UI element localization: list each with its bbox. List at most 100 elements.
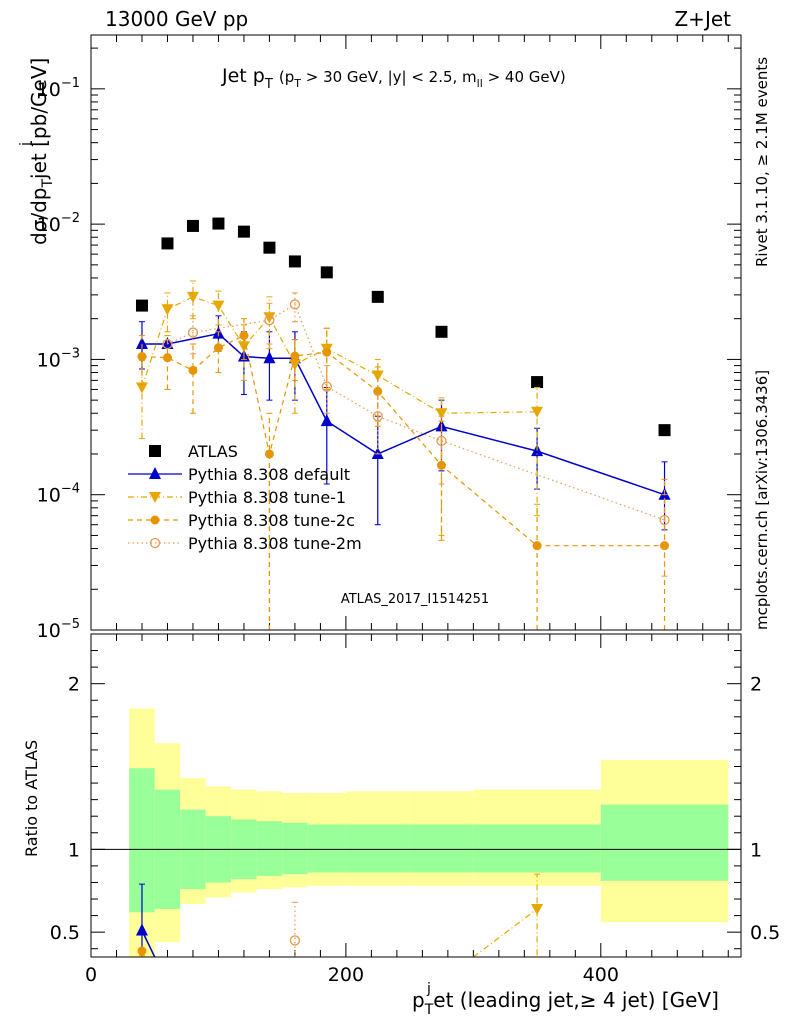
data-point	[263, 351, 276, 364]
series-atlas	[135, 217, 671, 437]
data-point	[290, 351, 300, 361]
x-axis-label-sup: j	[426, 981, 431, 997]
data-point	[213, 343, 223, 353]
main-y-axis-label-sup: j	[18, 142, 34, 147]
watermark: ATLAS_2017_I1514251	[341, 592, 489, 607]
data-point	[162, 338, 173, 350]
y-tick-label: 0.5	[50, 922, 80, 944]
x-tick-label: 400	[583, 964, 619, 986]
data-point	[531, 406, 544, 418]
y-tick-label-right: 0.5	[750, 922, 780, 944]
data-point	[239, 331, 249, 341]
legend-label: Pythia 8.308 tune-2m	[188, 534, 362, 553]
y-tick-label: 10−1	[37, 76, 80, 101]
legend-label: Pythia 8.308 tune-2c	[188, 511, 355, 530]
plot-title: Jet pT (pT > 30 GeV, |y| < 2.5, mll > 40…	[221, 65, 566, 92]
uncertainty-band-inner	[307, 824, 346, 873]
data-point	[659, 514, 670, 526]
legend-marker	[149, 537, 161, 549]
uncertainty-band-inner	[282, 822, 308, 875]
data-point	[212, 300, 225, 312]
ratio-pythia-8-308-default	[135, 883, 148, 957]
data-point	[320, 414, 333, 427]
energy-label: 13000 GeV pp	[105, 7, 248, 31]
ratio-pythia-8-308-tune-2c	[137, 946, 147, 957]
y-tick-label-right: 1	[750, 839, 762, 861]
data-point	[435, 408, 448, 420]
legend-entry: Pythia 8.308 default	[128, 465, 350, 484]
legend-entry: Pythia 8.308 tune-1	[128, 488, 346, 507]
legend-marker	[149, 445, 161, 457]
ratio-plot-area: 2 21 10.5 0.50 200 400	[50, 634, 780, 986]
uncertainty-band-inner	[473, 824, 601, 873]
y-tick-label: 10−3	[37, 346, 80, 371]
data-point	[135, 337, 148, 350]
mcplots-label: mcplots.cern.ch [arXiv:1306.3436]	[753, 370, 771, 630]
legend-entry: Pythia 8.308 tune-2c	[128, 511, 355, 530]
legend-marker	[149, 467, 161, 479]
data-point	[288, 255, 301, 268]
main-panel: 10−1 10−2 10−3 10−4 10−5 Jet pT (pT > 30 GeV…	[18, 34, 742, 642]
data-point	[137, 352, 147, 362]
data-point	[135, 382, 148, 394]
series-line	[167, 303, 665, 521]
data-point	[162, 353, 172, 363]
data-point	[372, 411, 383, 422]
data-point	[288, 359, 301, 371]
data-point	[264, 315, 275, 326]
x-axis-label: pTet (leading jet,≥ 4 jet) [GeV]	[412, 988, 719, 1018]
uncertainty-band-inner	[409, 824, 474, 873]
data-point	[212, 217, 225, 230]
ratio-line	[472, 908, 538, 958]
ratio-panel-frame	[90, 633, 742, 958]
data-point	[373, 386, 383, 396]
series-pythia-8-308-tune-2c	[137, 318, 670, 630]
y-tick-label: 1	[68, 839, 80, 861]
ratio-y-axis-label: Ratio to ATLAS	[22, 740, 41, 857]
series-pythia-8-308-tune-2m	[162, 292, 670, 577]
legend: ATLAS Pythia 8.308 default Pythia 8.308 tu…	[128, 442, 362, 553]
process-label: Z+Jet	[674, 7, 731, 31]
data-point	[532, 541, 542, 551]
x-tick-label: 0	[85, 964, 97, 986]
data-point	[188, 365, 198, 375]
ratio-point	[137, 946, 147, 956]
x-tick-label: 200	[328, 964, 364, 986]
data-point	[320, 266, 333, 279]
ratio-point	[289, 935, 301, 946]
data-point	[135, 299, 148, 312]
data-point	[161, 237, 174, 250]
ratio-line	[141, 930, 156, 958]
ratio-point	[135, 923, 148, 936]
legend-entry: Pythia 8.308 tune-2m	[128, 534, 362, 553]
ratio-point	[531, 903, 544, 915]
legend-label: Pythia 8.308 default	[188, 465, 350, 484]
y-tick-label: 10−5	[37, 617, 80, 642]
data-point	[186, 219, 199, 232]
data-point	[658, 424, 671, 437]
y-tick-label: 10−4	[37, 482, 80, 507]
data-point	[289, 299, 301, 310]
legend-marker	[150, 515, 160, 525]
data-point	[321, 381, 332, 392]
data-point	[187, 327, 199, 338]
main-panel-frame	[90, 34, 742, 631]
data-point	[186, 291, 199, 303]
legend-label: Pythia 8.308 tune-1	[188, 488, 346, 507]
series-line	[141, 334, 665, 547]
data-point	[435, 325, 448, 338]
data-point	[263, 312, 276, 324]
ratio-pythia-8-308-tune-2m	[289, 901, 301, 957]
data-point	[371, 290, 384, 303]
y-tick-label: 10−2	[37, 211, 80, 236]
legend-entry: ATLAS	[149, 442, 238, 461]
data-point	[660, 541, 670, 551]
data-point	[161, 304, 174, 316]
ratio-pythia-8-308-tune-1	[472, 873, 544, 958]
ratio-panel: 2 21 10.5 0.50 200 400 Ratio to ATLAS pTet (l…	[22, 633, 780, 1018]
data-point	[436, 435, 447, 447]
data-point	[263, 241, 276, 254]
legend-label: ATLAS	[188, 442, 238, 461]
data-point	[237, 225, 250, 238]
uncertainty-band-inner	[600, 804, 729, 881]
